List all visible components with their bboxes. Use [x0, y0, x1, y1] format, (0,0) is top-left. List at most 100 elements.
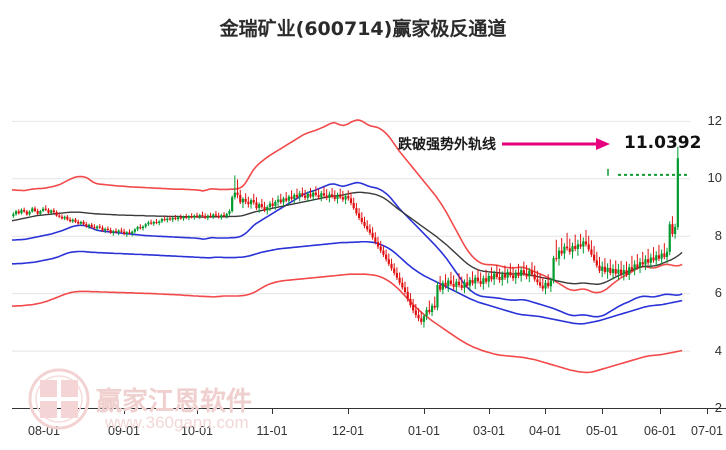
x-tick-label: 05-01 [586, 424, 618, 438]
candle-body [628, 267, 631, 275]
candle-body [136, 227, 139, 230]
candle-body [398, 277, 401, 283]
candle-body [536, 279, 539, 283]
candle-body [123, 231, 126, 234]
candle-body [476, 277, 480, 282]
candle-body [50, 210, 53, 213]
candle-body [403, 287, 407, 292]
x-tick-label: 07-01 [691, 424, 723, 438]
candle-body [455, 281, 458, 287]
candle-body [36, 211, 39, 214]
candle-body [341, 197, 344, 200]
candle-body [557, 250, 561, 259]
candle-body [271, 203, 274, 206]
candle-body [352, 202, 355, 209]
candle-body [538, 282, 542, 286]
candle-body [376, 242, 380, 247]
candle-body [498, 277, 501, 280]
candle-body [330, 194, 334, 197]
candle-body [252, 200, 255, 203]
candle-body [614, 269, 617, 274]
candle-body [301, 193, 304, 196]
candle-body [104, 228, 107, 231]
candle-body [360, 217, 363, 222]
candle-body [98, 226, 101, 228]
candle-body [433, 305, 436, 308]
candle-body [74, 219, 77, 222]
candle-body [668, 224, 671, 252]
candle-body [41, 208, 45, 212]
candle-body [266, 206, 269, 211]
candle-body [620, 269, 623, 275]
candle-body [406, 291, 409, 299]
candle-body [511, 275, 515, 279]
candle-body [147, 222, 150, 225]
signal-line [607, 168, 690, 176]
candle-body [638, 262, 642, 268]
candle-body [401, 282, 404, 288]
candle-body [217, 215, 220, 218]
candle-body [355, 208, 358, 214]
y-tick-label: 10 [707, 170, 722, 186]
candle-body [533, 274, 536, 280]
candle-body [204, 216, 207, 218]
candle-body [177, 217, 180, 220]
candle-body [90, 224, 93, 228]
candle-body [320, 193, 323, 198]
candle-body [274, 201, 277, 206]
candle-body [255, 202, 258, 209]
candle-body [58, 215, 61, 217]
band-line [12, 191, 683, 285]
candle-body [322, 193, 326, 196]
candle-body [603, 266, 607, 272]
x-tick-label: 01-01 [408, 424, 440, 438]
candle-body [312, 192, 315, 197]
candle-body [625, 270, 628, 275]
annotation-label: 跌破强势外轨线 [398, 137, 496, 153]
candle-body [247, 201, 250, 205]
candle-body [671, 224, 674, 234]
arrow-icon [502, 138, 610, 150]
x-tick-label: 08-01 [28, 424, 60, 438]
candle-body [541, 285, 544, 289]
candle-body [198, 215, 201, 217]
candle-body [393, 268, 396, 274]
candle-body [622, 270, 625, 275]
candle-body [187, 216, 191, 218]
candle-body [347, 196, 350, 199]
candle-body [228, 211, 231, 214]
candle-body [452, 283, 455, 287]
candle-body [333, 196, 336, 199]
candle-body [209, 215, 212, 217]
candle-body [609, 267, 612, 274]
candle-body [522, 270, 525, 274]
candle-body [568, 248, 571, 252]
candle-body [382, 250, 385, 255]
candle-body [663, 253, 666, 257]
candle-body [606, 267, 609, 272]
chart-plot-area[interactable] [12, 95, 690, 408]
candle-body [441, 282, 444, 290]
candle-body [368, 229, 372, 233]
candle-body [295, 194, 299, 198]
candle-body [339, 194, 342, 198]
candle-body [25, 211, 28, 215]
candle-body [574, 246, 577, 249]
candle-body [158, 221, 161, 224]
candle-body [344, 196, 347, 200]
candle-body [179, 217, 182, 219]
candle-body [47, 209, 50, 213]
candle-body [82, 221, 85, 225]
candle-body [525, 273, 528, 277]
candle-body [587, 244, 590, 250]
candle-body [241, 198, 245, 203]
x-tick-label: 06-01 [644, 424, 676, 438]
candle-body [617, 269, 620, 274]
candle-body [282, 198, 285, 203]
candle-body [349, 198, 353, 203]
candle-body [193, 215, 196, 218]
candle-body [268, 203, 272, 207]
candle-body [363, 221, 366, 226]
candle-body [128, 232, 131, 234]
candle-body [563, 246, 566, 254]
